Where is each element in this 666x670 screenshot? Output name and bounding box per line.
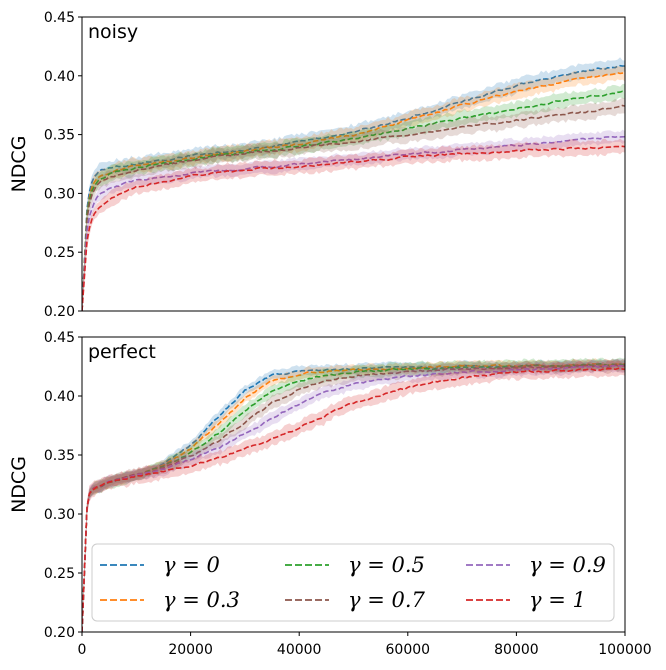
legend-item-0.9: γ = 0.9 <box>466 553 606 577</box>
y-axis-title: NDCG <box>8 456 30 513</box>
series-line-0.7 <box>82 363 625 632</box>
series-line-1 <box>82 145 625 311</box>
x-tick-label: 0 <box>78 642 87 658</box>
series-line-0 <box>82 64 625 311</box>
plot-area <box>82 57 625 311</box>
x-tick-label: 80000 <box>494 642 539 658</box>
legend-item-1: γ = 1 <box>466 588 586 612</box>
series-line-0.9 <box>82 135 625 311</box>
perfect-panel: 0.20 0.25 0.30 0.35 0.40 0.45 0 20000 40000 60000… <box>8 330 652 658</box>
y-axis-title: NDCG <box>8 136 30 193</box>
legend-label: γ = 1 <box>529 588 586 612</box>
series-line-0.9 <box>82 364 625 632</box>
legend-item-0: γ = 0 <box>100 553 220 577</box>
y-tick-label: 0.20 <box>44 304 75 320</box>
noisy-panel: 0.20 0.25 0.30 0.35 0.40 0.45 NDCG noisy <box>8 10 626 320</box>
y-tick-label: 0.40 <box>44 389 75 405</box>
panel-label: noisy <box>88 21 138 43</box>
legend-label: γ = 0.7 <box>348 588 426 612</box>
y-tick-label: 0.30 <box>44 507 75 523</box>
y-tick-label: 0.30 <box>44 186 75 202</box>
y-tick-label: 0.35 <box>44 128 75 144</box>
y-tick-label: 0.45 <box>44 10 75 26</box>
legend-item-0.7: γ = 0.7 <box>285 588 426 612</box>
x-tick-label: 60000 <box>386 642 431 658</box>
band-0.7 <box>82 97 625 311</box>
panel-label: perfect <box>88 341 156 363</box>
legend-box <box>91 543 615 622</box>
legend-label: γ = 0.3 <box>163 588 240 612</box>
axes-frame <box>81 16 626 312</box>
legend: γ = 0 γ = 0.3 γ = 0.5 γ = 0.7 γ = 0.9 γ = 1 <box>91 543 615 622</box>
series-line-0.5 <box>82 363 625 632</box>
legend-label: γ = 0.5 <box>348 553 425 577</box>
x-tick-label: 100000 <box>598 642 651 658</box>
x-tick-label: 20000 <box>168 642 213 658</box>
legend-item-0.3: γ = 0.3 <box>100 588 240 612</box>
y-tick-label: 0.25 <box>44 566 75 582</box>
x-tick-label: 40000 <box>277 642 322 658</box>
band-0.9 <box>82 129 625 311</box>
band-0 <box>82 57 625 311</box>
axes-frame <box>81 336 626 633</box>
plot-area <box>82 357 625 632</box>
legend-label: γ = 0 <box>163 553 220 577</box>
y-tick-label: 0.35 <box>44 448 75 464</box>
series-line-0.7 <box>82 104 625 311</box>
band-0.3 <box>82 358 625 632</box>
legend-label: γ = 0.9 <box>529 553 606 577</box>
y-tick-label: 0.20 <box>44 625 75 641</box>
y-tick-label: 0.25 <box>44 245 75 261</box>
y-tick-label: 0.40 <box>44 69 75 85</box>
legend-item-0.5: γ = 0.5 <box>285 553 425 577</box>
series-line-0.3 <box>82 71 625 311</box>
series-line-1 <box>82 367 625 632</box>
y-tick-label: 0.45 <box>44 330 75 346</box>
